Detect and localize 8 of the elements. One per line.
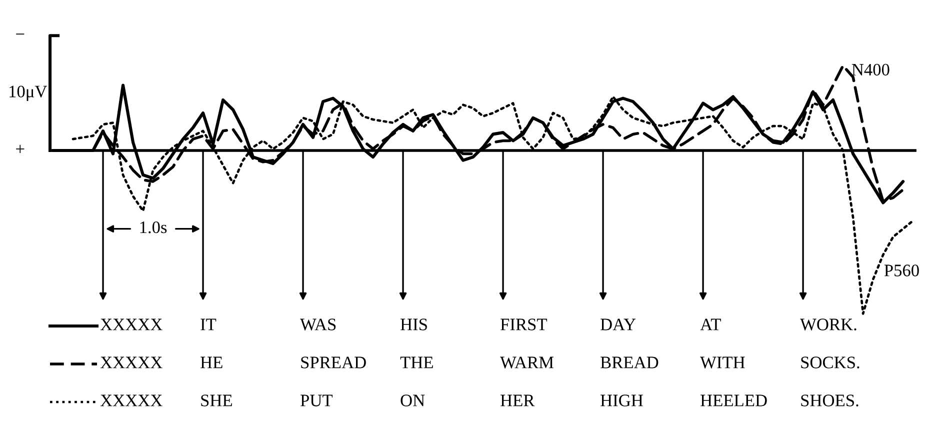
annotation: 1.0s [140,221,167,234]
text: XXXXX HE SPREAD THE WARM BREAD WITH SOCKS. [100,356,860,368]
text: XXXXX IT WAS HIS FIRST DAY AT WORK. [100,318,856,330]
text: XXXXX SHE PUT ON HER HIGH HEELED SHOES. [100,394,858,406]
text: + [16,144,24,153]
annotation: N400 [852,64,890,76]
text: 10μV [10,86,48,101]
annotation: P560 [884,264,919,276]
